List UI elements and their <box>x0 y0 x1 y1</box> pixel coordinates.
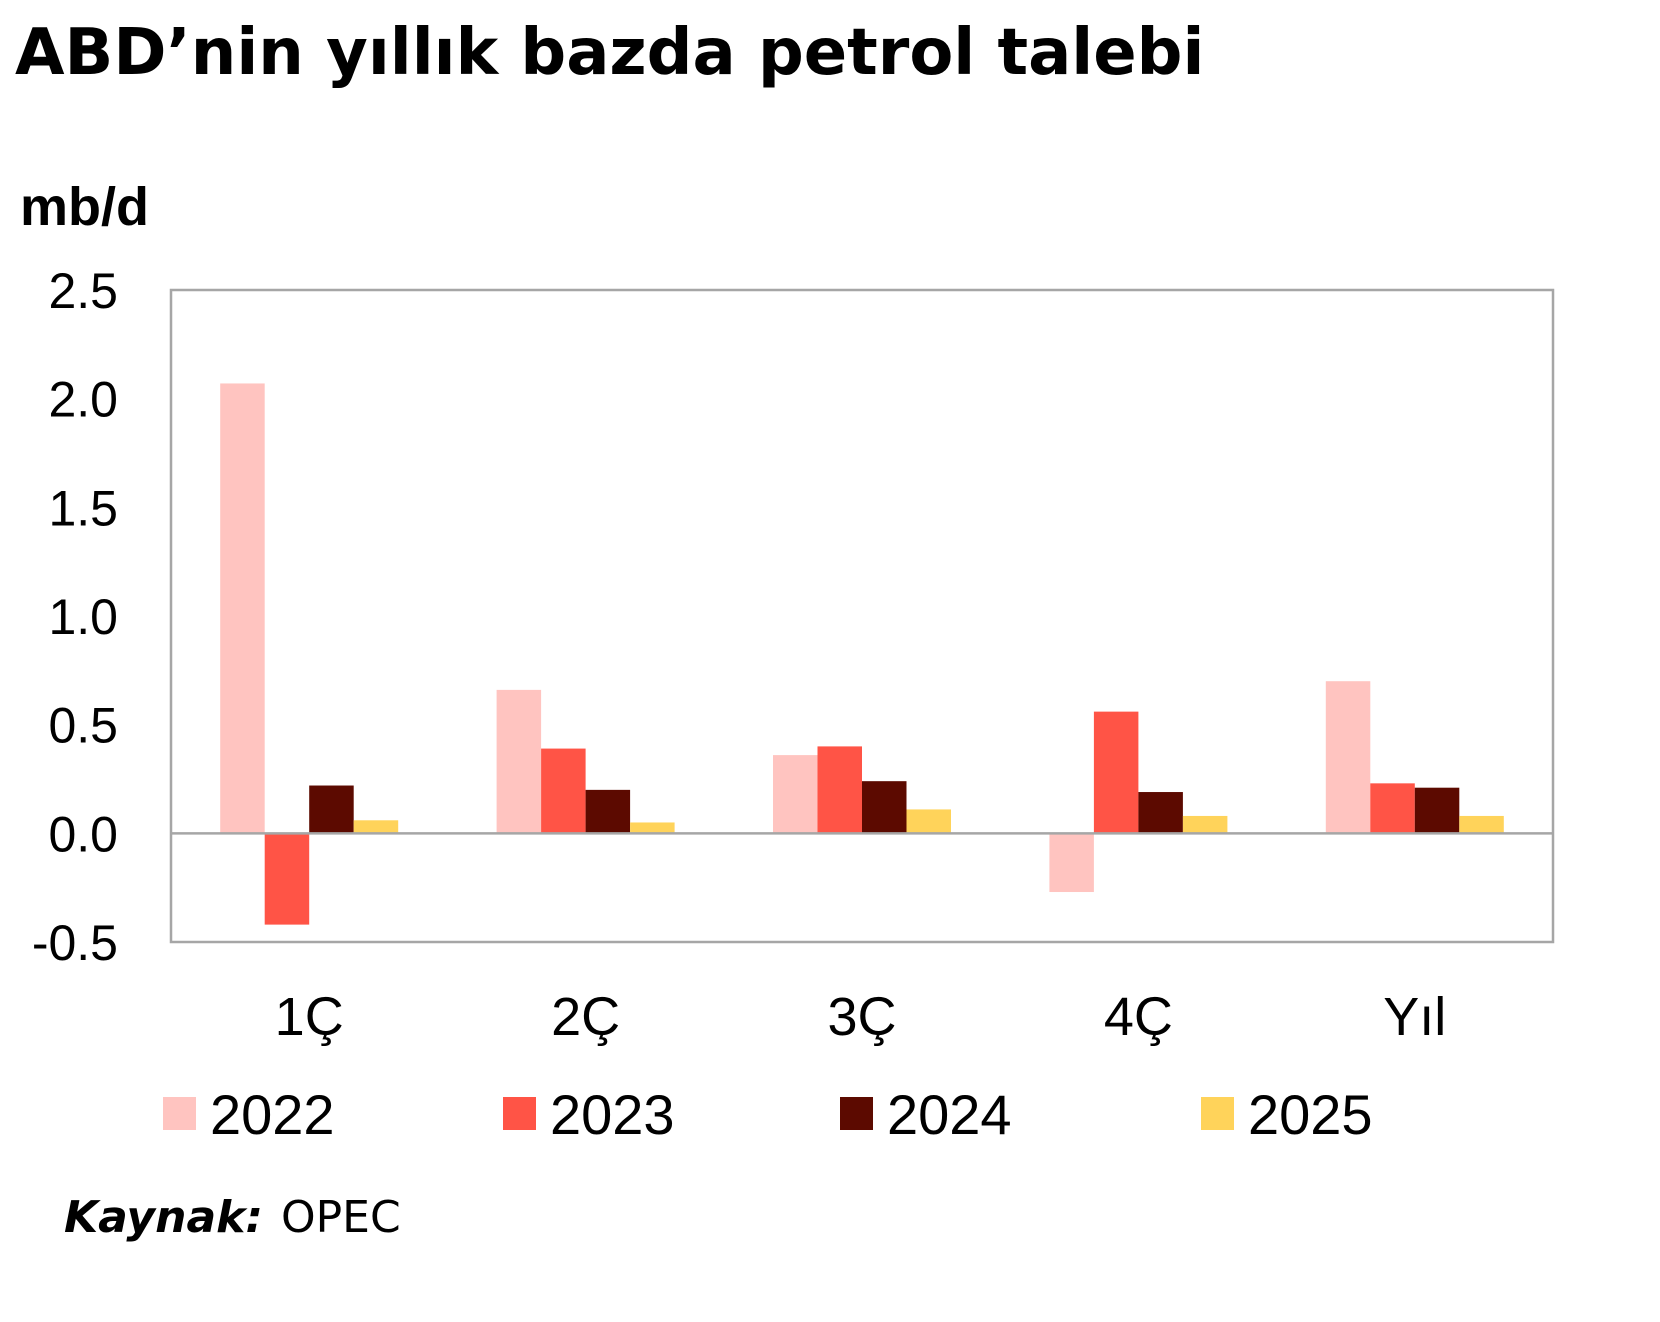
legend-label: 2024 <box>887 1083 1012 1146</box>
source-line: Kaynak: OPEC <box>64 1192 401 1243</box>
legend-swatch <box>163 1097 196 1130</box>
x-category-label: Yıl <box>1383 987 1446 1047</box>
source-label: Kaynak: <box>64 1192 263 1243</box>
bar-2024-Yıl <box>1414 787 1460 834</box>
y-tick-label: 0.5 <box>48 698 118 754</box>
y-tick-label: 2.5 <box>48 263 118 319</box>
bar-2023-4Ç <box>1093 711 1139 834</box>
chart-title: ABD’nin yıllık bazda petrol talebi <box>15 16 1204 90</box>
bar-2025-4Ç <box>1182 815 1228 834</box>
y-tick-label: -0.5 <box>32 915 118 971</box>
bar-2022-1Ç <box>220 383 265 834</box>
legend-item-2025: 2025 <box>1201 1083 1373 1146</box>
unit-label: mb/d <box>20 177 149 237</box>
bar-2023-Yıl <box>1370 783 1415 834</box>
bar-2023-2Ç <box>541 748 586 834</box>
source-value: OPEC <box>281 1192 401 1243</box>
bar-2024-1Ç <box>309 785 354 834</box>
legend-swatch <box>840 1097 873 1130</box>
y-tick-label: 0.0 <box>48 806 118 862</box>
plot-frame <box>169 288 1555 944</box>
bar-2024-3Ç <box>862 781 907 834</box>
plot-area: 2.5 2.0 1.5 1.0 0.5 0.0 -0.5 1Ç 2Ç 3Ç 4Ç Yıl <box>32 263 1555 1047</box>
x-category-label: 4Ç <box>1104 987 1173 1047</box>
legend-item-2022: 2022 <box>163 1083 335 1146</box>
legend-item-2024: 2024 <box>840 1083 1012 1146</box>
legend-item-2023: 2023 <box>503 1083 675 1146</box>
bar-2024-4Ç <box>1138 792 1183 834</box>
x-category-label: 1Ç <box>275 987 344 1047</box>
bar-2023-3Ç <box>817 746 862 834</box>
bar-2025-3Ç <box>906 809 951 834</box>
y-tick-label: 2.0 <box>48 372 118 428</box>
legend-label: 2022 <box>210 1083 335 1146</box>
bar-2022-2Ç <box>496 689 542 834</box>
bar-2025-Yıl <box>1459 815 1504 834</box>
bar-2025-1Ç <box>353 820 399 834</box>
bar-2022-Yıl <box>1325 681 1371 834</box>
legend-swatch <box>1201 1097 1234 1130</box>
y-tick-label: 1.0 <box>48 589 118 645</box>
bar-2025-2Ç <box>630 822 675 834</box>
legend: 2022 2023 2024 2025 <box>163 1083 1373 1146</box>
legend-label: 2023 <box>550 1083 675 1146</box>
bar-2023-1Ç <box>264 833 310 925</box>
legend-label: 2025 <box>1248 1083 1373 1146</box>
bar-2022-4Ç <box>1049 833 1094 893</box>
x-category-label: 3Ç <box>827 987 896 1047</box>
legend-swatch <box>503 1097 536 1130</box>
y-tick-label: 1.5 <box>48 480 118 536</box>
x-category-label: 2Ç <box>551 987 620 1047</box>
bar-2024-2Ç <box>585 789 631 834</box>
bar-2022-3Ç <box>773 755 818 834</box>
